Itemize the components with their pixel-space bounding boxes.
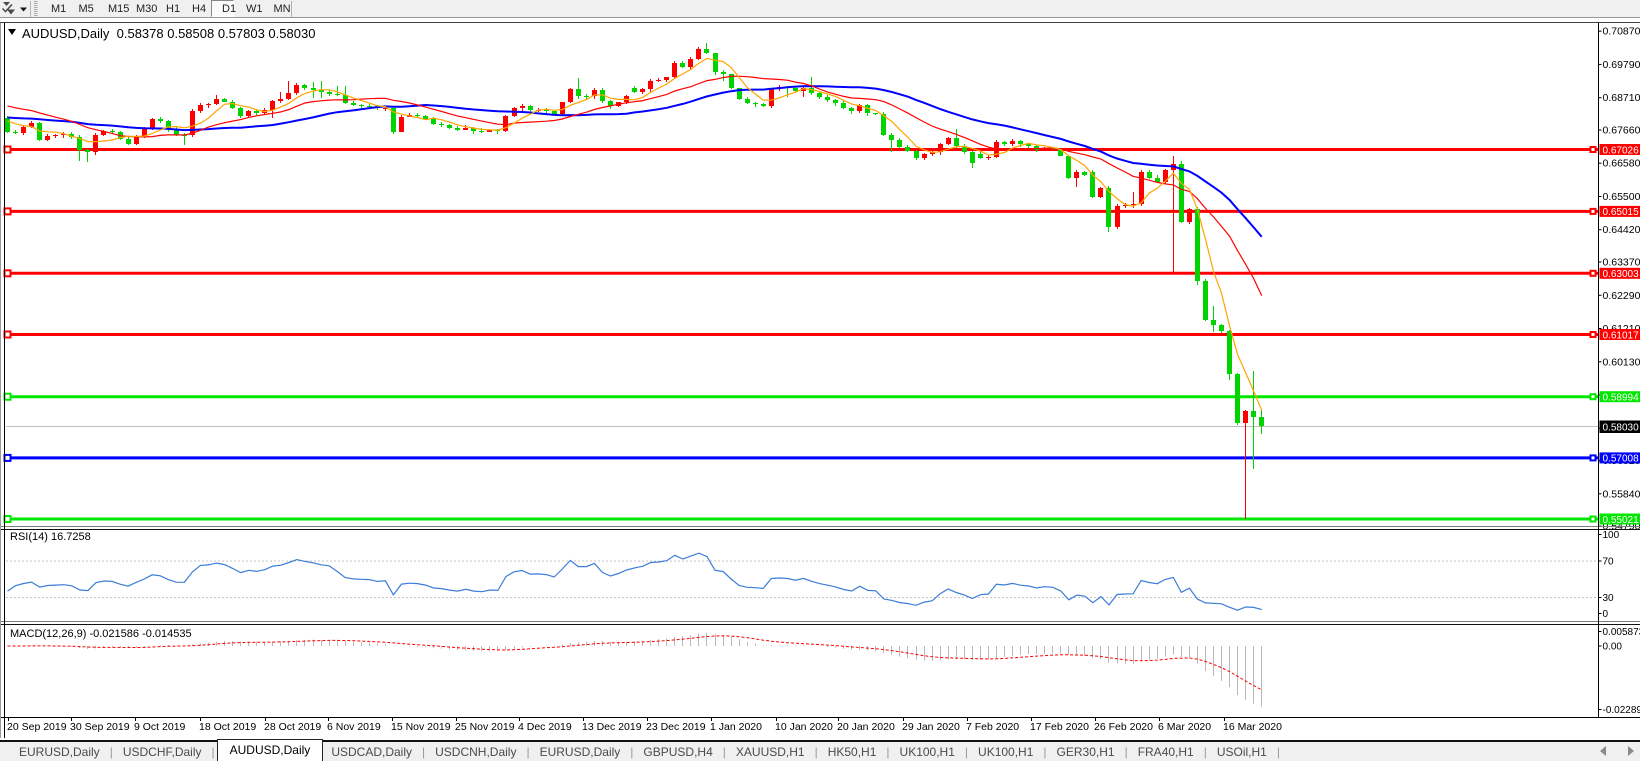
svg-text:0.68710: 0.68710 xyxy=(1603,92,1640,104)
svg-text:100: 100 xyxy=(1603,530,1620,541)
svg-text:28 Oct 2019: 28 Oct 2019 xyxy=(264,721,321,733)
svg-text:23 Dec 2019: 23 Dec 2019 xyxy=(646,721,706,733)
svg-text:30 Sep 2019: 30 Sep 2019 xyxy=(70,721,130,733)
svg-text:0.57008: 0.57008 xyxy=(1603,454,1640,465)
svg-text:0.70870: 0.70870 xyxy=(1603,26,1640,38)
svg-text:0: 0 xyxy=(1603,609,1609,620)
svg-text:0.60130: 0.60130 xyxy=(1603,356,1640,368)
svg-text:0.58030: 0.58030 xyxy=(1603,422,1640,433)
svg-text:20 Sep 2019: 20 Sep 2019 xyxy=(7,721,67,733)
svg-text:20 Jan 2020: 20 Jan 2020 xyxy=(837,721,895,733)
svg-text:-0.022891: -0.022891 xyxy=(1603,705,1640,716)
svg-text:6 Nov 2019: 6 Nov 2019 xyxy=(327,721,381,733)
svg-text:MACD(12,26,9) -0.021586 -0.014: MACD(12,26,9) -0.021586 -0.014535 xyxy=(10,628,192,640)
svg-text:0.00: 0.00 xyxy=(1603,642,1623,653)
svg-text:0.65015: 0.65015 xyxy=(1603,207,1640,218)
svg-text:0.67026: 0.67026 xyxy=(1603,145,1640,156)
svg-text:26 Feb 2020: 26 Feb 2020 xyxy=(1094,721,1153,733)
svg-text:0.69790: 0.69790 xyxy=(1603,59,1640,71)
svg-text:4 Dec 2019: 4 Dec 2019 xyxy=(518,721,572,733)
svg-text:15 Nov 2019: 15 Nov 2019 xyxy=(391,721,451,733)
svg-text:0.005873: 0.005873 xyxy=(1603,627,1640,638)
svg-text:30: 30 xyxy=(1603,593,1615,604)
svg-text:0.58994: 0.58994 xyxy=(1603,393,1640,404)
svg-text:6 Mar 2020: 6 Mar 2020 xyxy=(1158,721,1211,733)
svg-text:0.65500: 0.65500 xyxy=(1603,191,1640,203)
svg-text:0.61017: 0.61017 xyxy=(1603,330,1640,341)
svg-text:16 Mar 2020: 16 Mar 2020 xyxy=(1223,721,1282,733)
svg-text:RSI(14) 16.7258: RSI(14) 16.7258 xyxy=(10,531,91,543)
svg-text:18 Oct 2019: 18 Oct 2019 xyxy=(199,721,256,733)
svg-text:17 Feb 2020: 17 Feb 2020 xyxy=(1030,721,1089,733)
svg-text:0.63370: 0.63370 xyxy=(1603,257,1640,269)
svg-text:0.63003: 0.63003 xyxy=(1603,269,1640,280)
svg-text:70: 70 xyxy=(1603,557,1615,568)
svg-text:0.64420: 0.64420 xyxy=(1603,224,1640,236)
svg-text:0.67660: 0.67660 xyxy=(1603,125,1640,137)
svg-text:0.55840: 0.55840 xyxy=(1603,488,1640,500)
svg-text:9 Oct 2019: 9 Oct 2019 xyxy=(134,721,186,733)
svg-text:10 Jan 2020: 10 Jan 2020 xyxy=(775,721,833,733)
svg-text:0.66580: 0.66580 xyxy=(1603,158,1640,170)
svg-text:29 Jan 2020: 29 Jan 2020 xyxy=(902,721,960,733)
svg-text:25 Nov 2019: 25 Nov 2019 xyxy=(455,721,515,733)
svg-text:7 Feb 2020: 7 Feb 2020 xyxy=(966,721,1019,733)
svg-text:1 Jan 2020: 1 Jan 2020 xyxy=(710,721,762,733)
svg-text:0.55021: 0.55021 xyxy=(1603,515,1640,526)
svg-text:13 Dec 2019: 13 Dec 2019 xyxy=(582,721,642,733)
svg-text:AUDUSD,Daily 0.58378 0.58508: AUDUSD,Daily 0.58378 0.58508 0.57803 0.5… xyxy=(22,26,315,41)
svg-text:0.62290: 0.62290 xyxy=(1603,290,1640,302)
